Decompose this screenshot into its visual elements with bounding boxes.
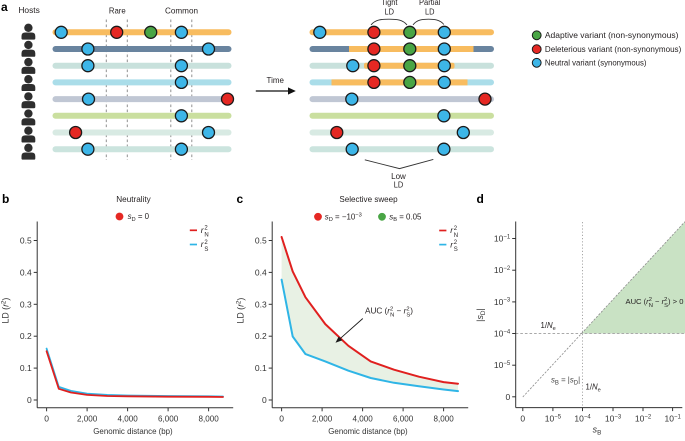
svg-text:b: b xyxy=(2,192,9,206)
svg-text:LD (r2): LD (r2) xyxy=(1,298,11,324)
svg-text:10−5: 10−5 xyxy=(545,414,562,424)
svg-text:S: S xyxy=(454,247,458,253)
svg-text:sB: sB xyxy=(593,425,602,437)
svg-text:4,000: 4,000 xyxy=(353,414,373,424)
svg-text:10−5: 10−5 xyxy=(494,360,511,370)
svg-text:r: r xyxy=(450,239,454,249)
svg-text:0: 0 xyxy=(44,414,49,424)
svg-text:Hosts: Hosts xyxy=(18,5,40,15)
svg-text:2: 2 xyxy=(454,226,458,232)
svg-text:10−2: 10−2 xyxy=(635,414,652,424)
svg-text:0: 0 xyxy=(520,414,525,424)
svg-text:0.1: 0.1 xyxy=(255,363,267,373)
svg-text:S: S xyxy=(204,247,208,253)
svg-text:LD: LD xyxy=(385,7,395,16)
svg-text:4,000: 4,000 xyxy=(118,414,138,424)
svg-text:10−4: 10−4 xyxy=(494,329,511,339)
svg-text:Partial: Partial xyxy=(419,0,441,7)
svg-text:0.2: 0.2 xyxy=(20,331,32,341)
svg-text:LD: LD xyxy=(425,7,435,16)
svg-text:Neutrality: Neutrality xyxy=(116,194,151,204)
svg-text:1/Ne: 1/Ne xyxy=(541,321,556,332)
svg-text:0.3: 0.3 xyxy=(255,299,267,309)
svg-text:0.4: 0.4 xyxy=(255,267,267,277)
svg-text:0.3: 0.3 xyxy=(20,299,32,309)
svg-text:r: r xyxy=(201,225,205,235)
svg-text:sB = |sD|: sB = |sD| xyxy=(551,376,580,387)
svg-text:LD: LD xyxy=(394,181,404,190)
svg-text:10−2: 10−2 xyxy=(494,265,511,275)
svg-text:Time: Time xyxy=(267,76,284,85)
svg-text:2: 2 xyxy=(204,240,208,246)
svg-text:0.4: 0.4 xyxy=(20,267,32,277)
svg-text:sB = 0.05: sB = 0.05 xyxy=(389,212,422,223)
svg-text:2: 2 xyxy=(454,240,458,246)
svg-text:r: r xyxy=(450,225,454,235)
svg-text:N: N xyxy=(454,233,458,239)
svg-text:0: 0 xyxy=(27,395,32,405)
svg-text:0: 0 xyxy=(279,414,284,424)
svg-text:2,000: 2,000 xyxy=(312,414,332,424)
svg-text:10−4: 10−4 xyxy=(574,414,591,424)
svg-text:a: a xyxy=(1,0,8,14)
svg-text:Neutral variant (synonymous): Neutral variant (synonymous) xyxy=(545,58,647,68)
svg-text:Genomic distance (bp): Genomic distance (bp) xyxy=(328,426,407,436)
svg-text:Low: Low xyxy=(391,172,406,181)
svg-text:N: N xyxy=(204,233,208,239)
svg-text:0.5: 0.5 xyxy=(255,236,267,246)
svg-text:10−3: 10−3 xyxy=(494,297,511,307)
svg-text:6,000: 6,000 xyxy=(158,414,178,424)
svg-text:2: 2 xyxy=(204,226,208,232)
svg-text:Selective sweep: Selective sweep xyxy=(339,194,397,204)
svg-text:1/Ne: 1/Ne xyxy=(586,383,601,394)
svg-text:10−1: 10−1 xyxy=(665,414,682,424)
svg-text:10−1: 10−1 xyxy=(494,234,511,244)
svg-text:d: d xyxy=(477,192,484,206)
svg-text:2,000: 2,000 xyxy=(77,414,97,424)
svg-text:0.5: 0.5 xyxy=(20,236,32,246)
svg-text:sD = −10−3: sD = −10−3 xyxy=(325,212,362,223)
svg-text:10−3: 10−3 xyxy=(605,414,622,424)
svg-text:0: 0 xyxy=(505,392,510,402)
svg-text:Genomic distance (bp): Genomic distance (bp) xyxy=(93,426,172,436)
svg-text:Rare: Rare xyxy=(109,6,126,16)
svg-text:Deleterious variant (non-synon: Deleterious variant (non-synonymous) xyxy=(545,44,681,54)
svg-text:sD = 0: sD = 0 xyxy=(128,212,150,223)
svg-text:r: r xyxy=(201,239,205,249)
svg-text:0: 0 xyxy=(262,395,267,405)
svg-text:8,000: 8,000 xyxy=(434,414,454,424)
svg-text:c: c xyxy=(237,192,244,206)
svg-text:Common: Common xyxy=(165,6,198,16)
svg-text:6,000: 6,000 xyxy=(393,414,413,424)
svg-text:Tight: Tight xyxy=(381,0,398,7)
svg-text:LD (r2): LD (r2) xyxy=(236,298,246,324)
svg-text:8,000: 8,000 xyxy=(199,414,219,424)
svg-text:Adaptive variant (non-synonymo: Adaptive variant (non-synonymous) xyxy=(545,30,679,40)
svg-text:0.2: 0.2 xyxy=(255,331,267,341)
svg-text:|sD|: |sD| xyxy=(475,308,487,322)
svg-text:AUC (r2N − r2S): AUC (r2 N − r2 S) xyxy=(365,307,413,319)
svg-text:0.1: 0.1 xyxy=(20,363,32,373)
